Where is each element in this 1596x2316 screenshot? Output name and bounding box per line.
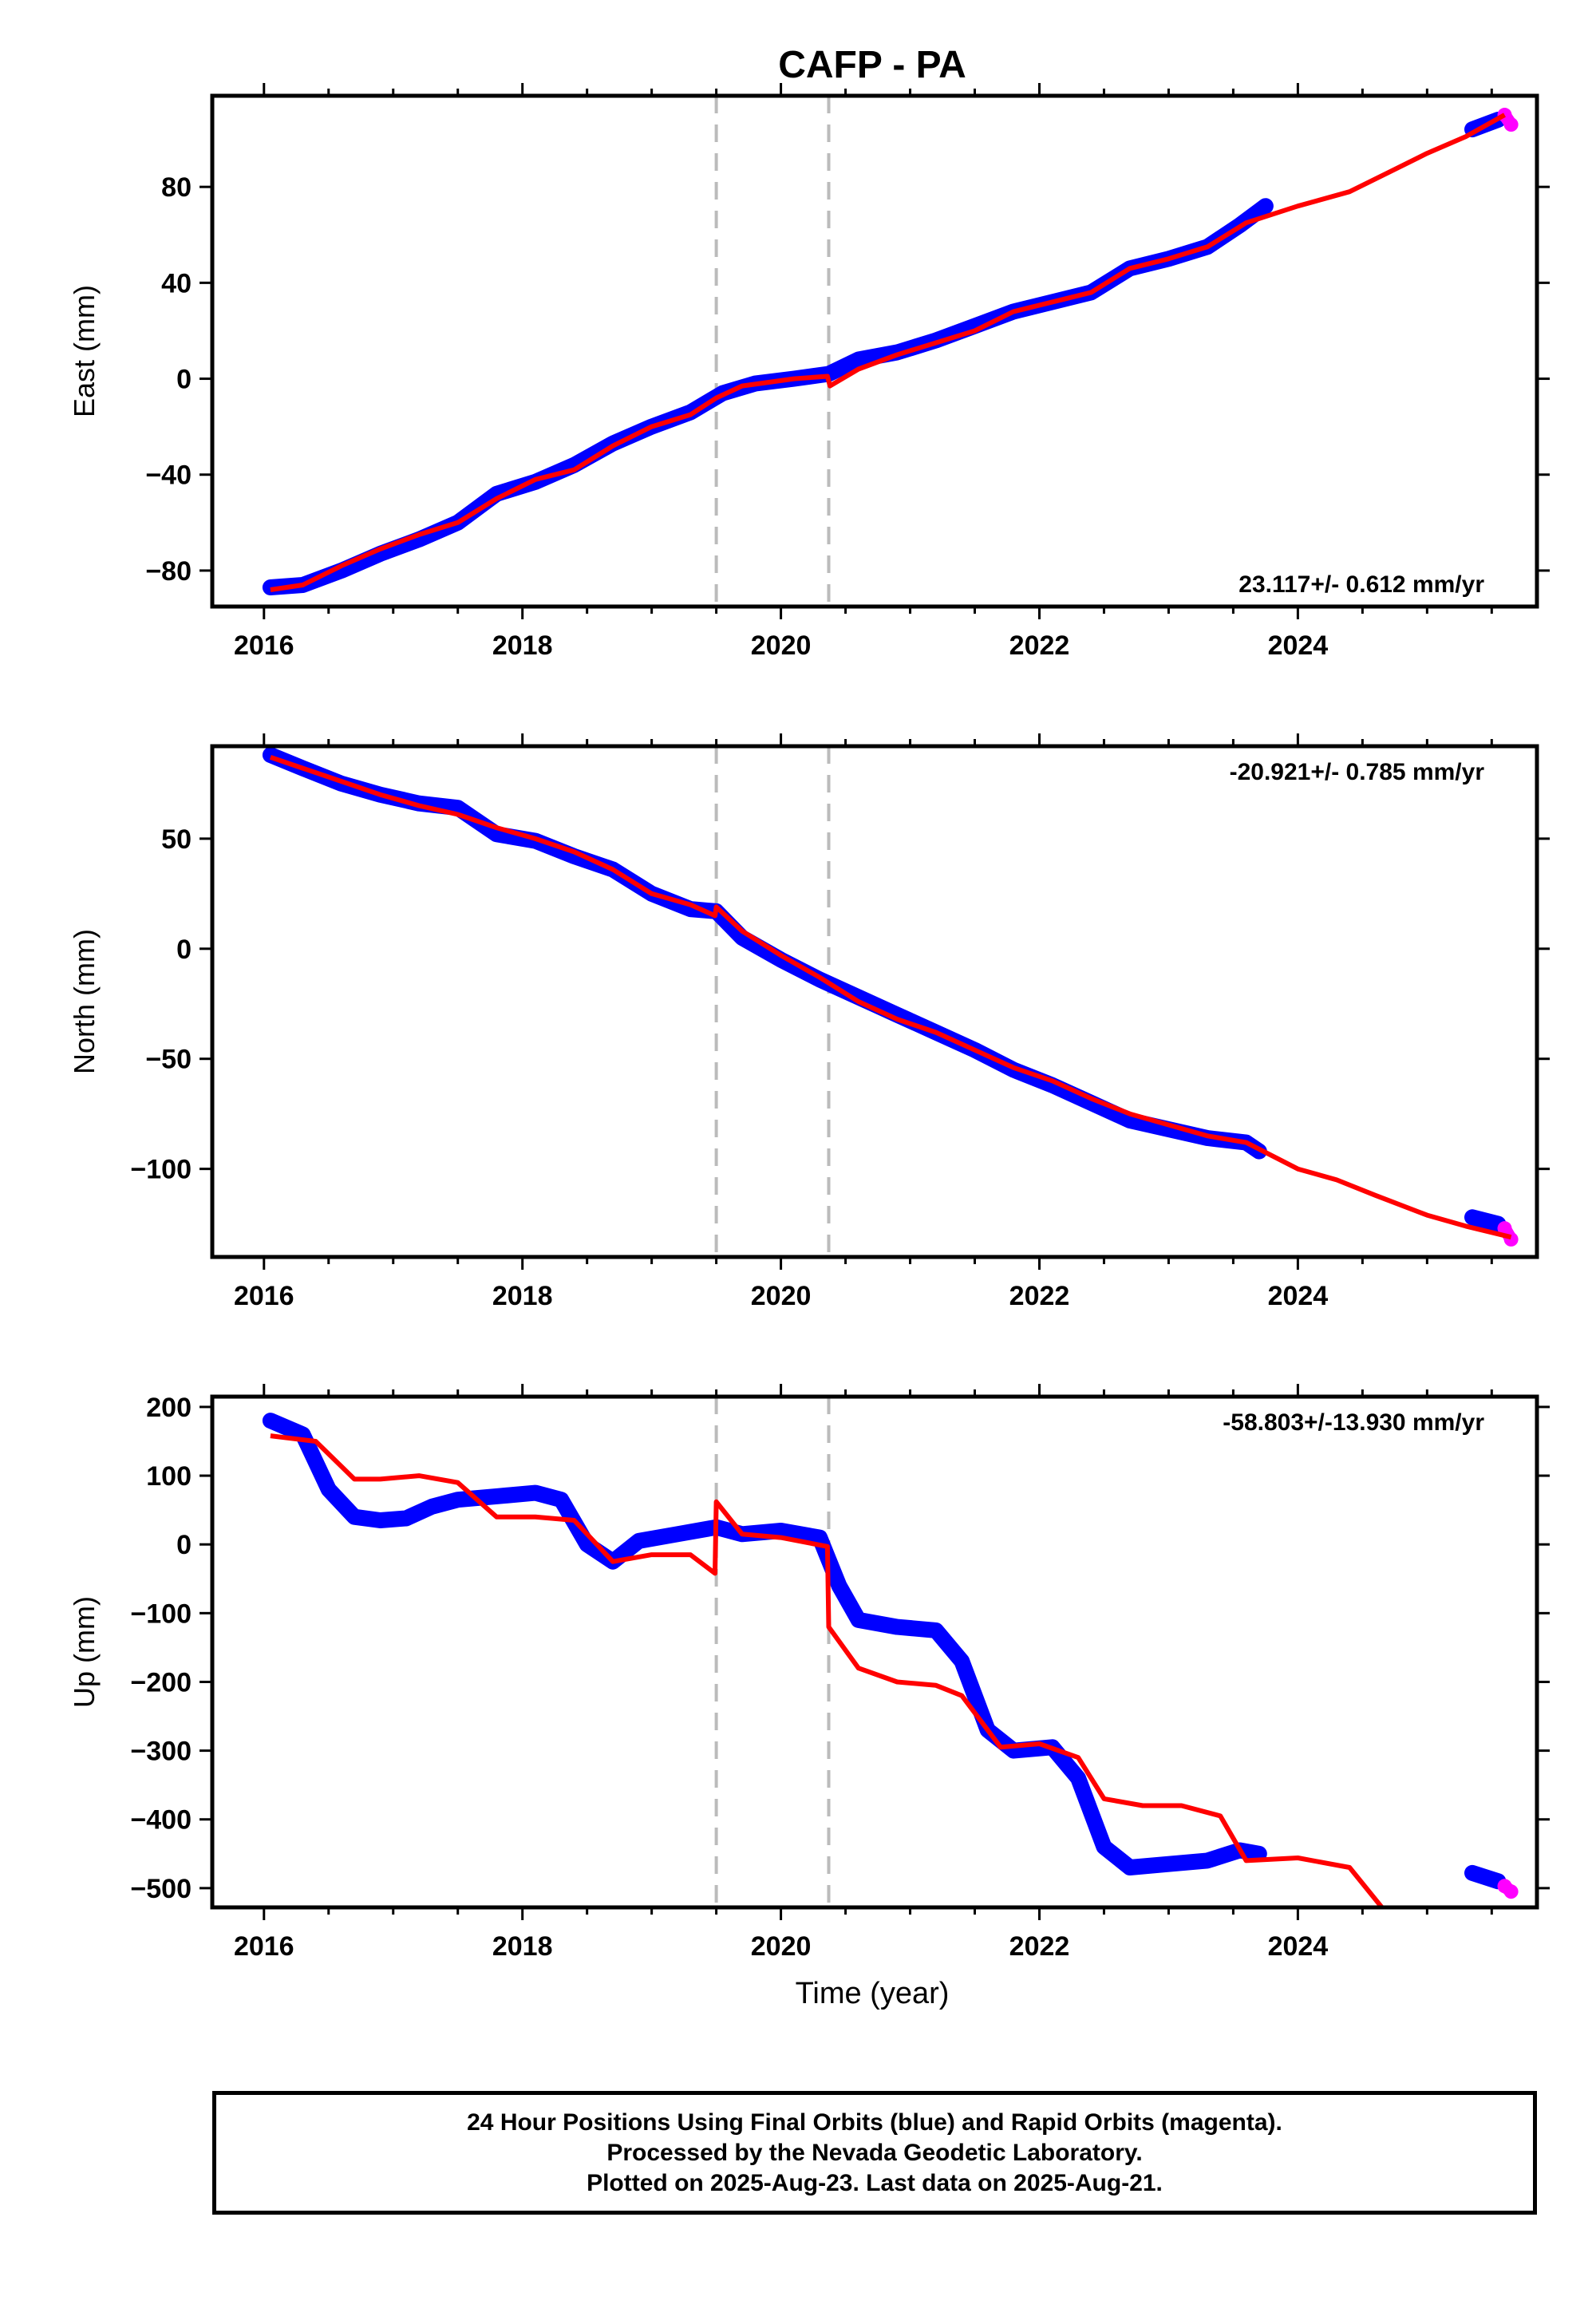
east-y-tick-label-3: 40 bbox=[161, 268, 192, 298]
up-panel: 2016 2018 2020 2022 2024 −500 −400 −300 −200 −100… bbox=[68, 1384, 1550, 1962]
up-final-orbit-point-27 bbox=[1071, 1771, 1086, 1786]
up-final-orbit-point-20 bbox=[851, 1612, 866, 1627]
up-rapid-orbits-band bbox=[1498, 1879, 1518, 1899]
up-final-orbit-point-23 bbox=[954, 1654, 970, 1669]
up-frame bbox=[210, 1394, 1539, 1910]
x-axis-label: Time (year) bbox=[796, 1977, 950, 2010]
east-model-line bbox=[270, 113, 1506, 592]
east-plot-area bbox=[262, 96, 1519, 607]
up-x-tick-label-0: 2016 bbox=[234, 1931, 294, 1962]
up-final-orbit-point-22 bbox=[928, 1622, 943, 1638]
east-final-orbit-point-27 bbox=[1258, 199, 1273, 214]
footer-info-box: 24 Hour Positions Using Final Orbits (bl… bbox=[212, 2091, 1537, 2215]
east-x-tick-label-0: 2016 bbox=[234, 630, 294, 661]
north-rate-label: -20.921+/- 0.785 mm/yr bbox=[1230, 759, 1485, 785]
up-y-axis-label: Up (mm) bbox=[68, 1596, 101, 1708]
east-rate-label: 23.117+/- 0.612 mm/yr bbox=[1238, 571, 1484, 598]
up-y-tick-label-0: −500 bbox=[130, 1874, 192, 1904]
east-panel: 2016 2018 2020 2022 2024 −80 −40 0 40 80 East (mm)… bbox=[68, 83, 1550, 661]
up-final-orbit-point-21 bbox=[890, 1619, 905, 1634]
up-final-orbit-point-10 bbox=[554, 1492, 569, 1508]
figure-title: CAFP - PA bbox=[778, 44, 966, 86]
up-rate-label: -58.803+/-13.930 mm/yr bbox=[1223, 1409, 1484, 1436]
east-y-tick-label-0: −80 bbox=[145, 556, 192, 587]
up-y-tick-label-5: 0 bbox=[176, 1530, 192, 1560]
east-y-axis-label: East (mm) bbox=[68, 285, 101, 417]
up-final-orbit-point-8 bbox=[489, 1488, 504, 1504]
east-y-tick-label-4: 80 bbox=[161, 172, 192, 203]
north-x-tick-label-0: 2016 bbox=[234, 1281, 294, 1311]
up-x-tick-label-3: 2022 bbox=[1009, 1931, 1070, 1962]
north-x-tick-label-3: 2022 bbox=[1009, 1281, 1070, 1311]
east-x-tick-label-3: 2022 bbox=[1009, 630, 1070, 661]
north-x-tick-label-2: 2020 bbox=[751, 1281, 812, 1311]
up-y-tick-label-7: 200 bbox=[146, 1393, 192, 1423]
up-final-orbit-point-4 bbox=[373, 1513, 388, 1528]
north-final-orbit-point-28 bbox=[1465, 1210, 1480, 1225]
up-final-orbit-point-13 bbox=[631, 1533, 646, 1548]
up-final-orbit-point-2 bbox=[321, 1482, 336, 1497]
up-y-tick-label-1: −400 bbox=[130, 1805, 192, 1836]
figure-canvas: CAFP - PA 2016 2018 2020 2022 2024−80−400408… bbox=[68, 44, 1550, 2010]
up-final-orbit-point-5 bbox=[398, 1511, 413, 1526]
north-y-tick-label-2: 0 bbox=[176, 935, 192, 965]
up-plot-area bbox=[262, 1397, 1519, 1907]
east-y-tick-label-2: 0 bbox=[176, 365, 192, 395]
up-y-tick-label-2: −300 bbox=[130, 1737, 192, 1767]
up-final-orbit-point-19 bbox=[832, 1578, 847, 1593]
footer-line-1: 24 Hour Positions Using Final Orbits (bl… bbox=[467, 2109, 1282, 2136]
up-final-orbit-point-30 bbox=[1161, 1856, 1176, 1871]
north-final-orbits-band bbox=[262, 747, 1507, 1232]
up-y-tick-label-3: −200 bbox=[130, 1667, 192, 1697]
east-frame bbox=[210, 93, 1539, 609]
up-final-orbit-point-34 bbox=[1465, 1865, 1480, 1880]
north-y-axis-label: North (mm) bbox=[68, 929, 101, 1074]
north-y-tick-label-3: 50 bbox=[161, 824, 192, 855]
up-x-tick-label-2: 2020 bbox=[751, 1931, 812, 1962]
up-final-orbit-point-28 bbox=[1096, 1840, 1112, 1855]
up-final-orbit-point-14 bbox=[670, 1527, 685, 1542]
north-plot-area bbox=[262, 746, 1519, 1257]
up-final-orbit-point-17 bbox=[773, 1523, 788, 1538]
up-final-orbit-point-3 bbox=[347, 1509, 362, 1524]
east-x-tick-label-4: 2024 bbox=[1268, 630, 1329, 661]
east-final-orbit-point-16 bbox=[851, 352, 866, 367]
footer-line-3: Plotted on 2025-Aug-23. Last data on 202… bbox=[587, 2169, 1163, 2196]
up-x-tick-label-4: 2024 bbox=[1268, 1931, 1329, 1962]
up-y-tick-label-6: 100 bbox=[146, 1461, 192, 1492]
north-y-tick-label-1: −50 bbox=[145, 1045, 192, 1075]
up-final-orbit-point-31 bbox=[1200, 1853, 1215, 1868]
footer-line-2: Processed by the Nevada Geodetic Laborat… bbox=[606, 2139, 1143, 2166]
north-y-tick-label-0: −100 bbox=[130, 1155, 192, 1185]
up-model-line bbox=[270, 1433, 1385, 1907]
up-x-tick-label-1: 2018 bbox=[492, 1931, 553, 1962]
up-final-orbit-point-9 bbox=[527, 1485, 543, 1500]
north-panel: 2016 2018 2020 2022 2024 −100 −50 0 50 North (mm)… bbox=[68, 733, 1550, 1311]
up-final-orbit-point-6 bbox=[425, 1499, 440, 1514]
north-x-tick-label-1: 2018 bbox=[492, 1281, 553, 1311]
up-final-orbit-point-18 bbox=[812, 1530, 828, 1545]
up-final-orbit-point-7 bbox=[450, 1492, 465, 1508]
east-rapid-orbits-band bbox=[1498, 109, 1518, 132]
east-y-tick-label-1: −40 bbox=[145, 460, 192, 491]
north-frame bbox=[210, 744, 1539, 1259]
up-y-tick-label-4: −100 bbox=[130, 1599, 192, 1629]
east-x-tick-label-2: 2020 bbox=[751, 630, 812, 661]
east-x-tick-label-1: 2018 bbox=[492, 630, 553, 661]
north-x-tick-label-4: 2024 bbox=[1268, 1281, 1329, 1311]
up-final-orbit-point-0 bbox=[263, 1413, 278, 1429]
up-final-orbit-point-29 bbox=[1122, 1860, 1137, 1875]
up-final-orbits-band bbox=[262, 1413, 1507, 1890]
north-model-line bbox=[269, 754, 1512, 1240]
